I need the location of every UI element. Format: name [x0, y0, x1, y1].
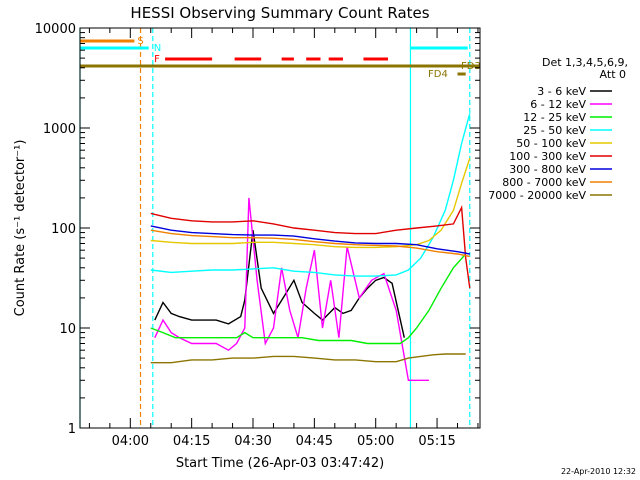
series-line-7	[150, 229, 470, 258]
flag-label-f: F	[154, 54, 160, 65]
x-axis: 04:00 04:15 04:30 04:45 05:00 05:15	[88, 28, 479, 449]
series-line-6	[150, 225, 470, 255]
series-line-5	[150, 205, 471, 289]
legend-title-line2: Att 0	[600, 68, 626, 81]
x-tick-label: 04:00	[112, 434, 149, 449]
legend-label-0: 3 - 6 keV	[537, 85, 586, 98]
x-tick-label: 05:00	[357, 434, 394, 449]
y-tick-label: 100	[51, 222, 76, 237]
y-tick-label: 1000	[43, 122, 76, 137]
flag-label-n: N	[154, 43, 161, 54]
x-tick-label: 04:30	[234, 434, 271, 449]
legend-title-line1: Det 1,3,4,5,6,9,	[542, 56, 628, 69]
footer-date: 22-Apr-2010 12:32	[561, 467, 636, 476]
series-line-8	[150, 353, 466, 364]
chart-title: HESSI Observing Summary Count Rates	[130, 4, 429, 22]
legend-label-3: 25 - 50 keV	[523, 124, 586, 137]
legend-label-7: 800 - 7000 keV	[502, 176, 586, 189]
series-lines	[150, 113, 471, 381]
legend-label-8: 7000 - 20000 keV	[488, 189, 586, 202]
legend-label-5: 100 - 300 keV	[509, 150, 586, 163]
x-tick-label: 04:15	[173, 434, 210, 449]
flag-label-fd4: FD4	[428, 69, 448, 80]
series-line-0	[154, 230, 405, 338]
series-line-2	[150, 253, 467, 345]
y-tick-label: 10000	[35, 22, 76, 37]
x-tick-label: 05:15	[418, 434, 455, 449]
x-tick-label: 04:45	[296, 434, 333, 449]
legend-label-1: 6 - 12 keV	[530, 98, 586, 111]
series-line-1	[154, 197, 429, 381]
flag-label-fd3: FD3	[461, 61, 481, 72]
flag-label-s: S	[137, 36, 143, 47]
series-line-4	[150, 157, 471, 249]
y-axis-label: Count Rate (s⁻¹ detector⁻¹)	[13, 140, 28, 317]
y-tick-label: 1	[68, 422, 76, 437]
legend-label-4: 50 - 100 keV	[516, 137, 586, 150]
series-line-3	[150, 113, 471, 277]
status-flags: SNF FD3 FD4	[80, 36, 481, 80]
legend-label-6: 300 - 800 keV	[509, 163, 586, 176]
x-axis-label: Start Time (26-Apr-03 03:47:42)	[176, 456, 384, 471]
y-tick-label: 10	[59, 322, 76, 337]
y-axis: 1 10 100 1000 10000	[35, 22, 480, 437]
legend-label-2: 12 - 25 keV	[523, 111, 586, 124]
